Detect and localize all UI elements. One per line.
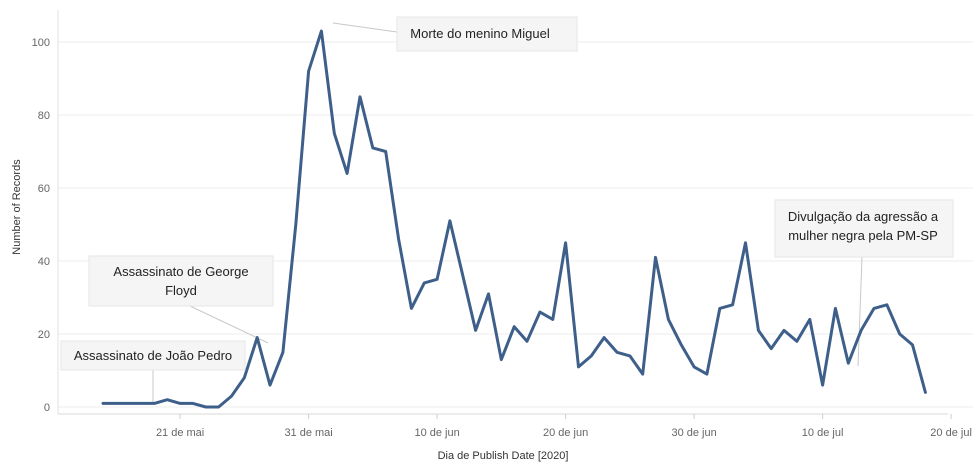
y-tick-label: 20 — [38, 329, 50, 341]
annotation: Assassinato de George Floyd — [88, 255, 274, 307]
annotation: Assassinato de João Pedro — [60, 340, 246, 371]
annotations: Assassinato de João Pedro Assassinato de … — [60, 16, 954, 371]
annotation-label: Morte do menino Miguel — [410, 26, 550, 41]
y-axis-title: Number of Records — [11, 159, 23, 255]
annotation-label: Assassinato de George — [113, 264, 248, 279]
annotation-label: Assassinato de João Pedro — [74, 348, 232, 363]
annotation: Morte do menino Miguel — [396, 16, 578, 52]
x-tick-label: 20 de jul — [930, 427, 972, 439]
annotation-box — [396, 16, 578, 52]
annotation-label: Divulgação da agressão a — [788, 209, 939, 224]
annotation-leader — [189, 305, 269, 344]
y-tick-label: 60 — [38, 183, 50, 195]
annotation-leader — [857, 256, 863, 367]
y-tick-label: 80 — [38, 110, 50, 122]
annotation-box — [774, 199, 954, 258]
series-line — [101, 29, 927, 409]
x-tick-label: 31 de mai — [284, 427, 332, 439]
annotation: Divulgação da agressão a mulher negra pel… — [774, 199, 954, 258]
annotation-label: Floyd — [165, 283, 197, 298]
x-tick-label: 10 de jul — [802, 427, 844, 439]
x-tick-label: 10 de jun — [414, 427, 459, 439]
annotation-label: mulher negra pela PM-SP — [788, 228, 938, 243]
x-tick-label: 20 de jun — [543, 427, 588, 439]
y-tick-label: 100 — [32, 37, 50, 49]
y-axis: 0 20 40 60 80 100 — [32, 10, 59, 414]
y-tick-label: 0 — [44, 402, 50, 414]
x-axis-title: Dia de Publish Date [2020] — [438, 450, 569, 462]
x-tick-label: 21 de mai — [156, 427, 204, 439]
annotation-box — [60, 340, 246, 371]
x-axis: 21 de mai 31 de mai 10 de jun 20 de jun 30 d… — [58, 413, 972, 439]
annotation-leader — [332, 22, 398, 33]
annotation-leaders — [152, 22, 863, 404]
x-tick-label: 30 de jun — [671, 427, 716, 439]
annotation-box — [88, 255, 274, 307]
y-tick-label: 40 — [38, 256, 50, 268]
